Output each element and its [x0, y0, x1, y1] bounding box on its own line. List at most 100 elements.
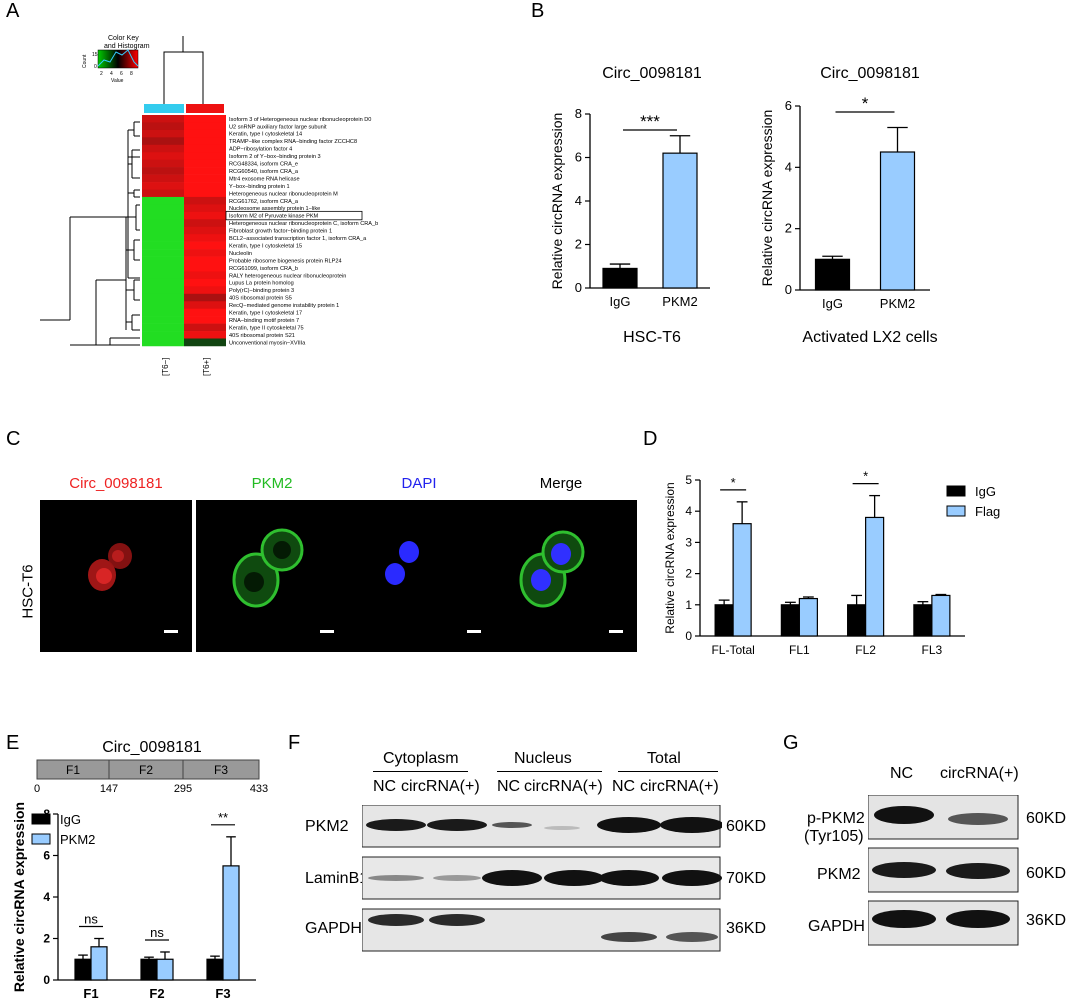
- heat-cell-minus-28: [142, 323, 184, 332]
- bar-fl-total-s1: [732, 523, 752, 637]
- heat-cell-plus-1: [184, 122, 226, 131]
- y-axis-label: Relative circRNA expression: [663, 482, 677, 633]
- bar-chart-hsc-t6: 0 2 4 6 8 Relative circRNA expression Circ_009…: [549, 65, 710, 346]
- panel-letter-b: B: [531, 0, 545, 22]
- y-tick-label: 0: [785, 282, 792, 297]
- column-dendrogram: [163, 51, 204, 104]
- circ-fragment-map: Circ_0098181 F1 F2 F3 0 147 295 433: [34, 739, 268, 794]
- blot-g-size-ppkm2: 60KD: [1026, 810, 1067, 827]
- blot-g-label-pkm2: PKM2: [817, 866, 861, 883]
- heat-row-label-4: ADP−ribosylation factor 4: [229, 147, 292, 153]
- heat-cell-minus-22: [142, 278, 184, 287]
- heatmap-row-labels: Isoform 3 of Heterogeneous nuclear ribon…: [229, 117, 378, 346]
- category-label: PKM2: [880, 296, 915, 311]
- heat-cell-plus-15: [184, 226, 226, 235]
- category-label: PKM2: [662, 294, 697, 309]
- heat-row-label-16: BCL2−associated transcription factor 1, …: [229, 236, 367, 242]
- y-tick-label: 0: [685, 629, 692, 643]
- y-tick-label: 2: [785, 221, 792, 236]
- heat-cell-minus-12: [142, 204, 184, 213]
- y-axis-label: Relative circRNA expression: [549, 113, 565, 290]
- legend-label: PKM2: [60, 832, 95, 847]
- color-key-subtitle: and Histogram: [104, 43, 150, 50]
- map-tick-295: 295: [174, 783, 192, 794]
- bar-fl2-s1: [865, 516, 885, 637]
- heat-row-label-5: Isoform 2 of Y−box−binding protein 3: [229, 154, 321, 160]
- column-color-t6-plus: [186, 104, 224, 113]
- heat-row-label-23: Poly(rC)−binding protein 3: [229, 288, 294, 294]
- heat-cell-minus-13: [142, 211, 184, 220]
- category-label: FL2: [855, 643, 876, 657]
- heat-cell-plus-18: [184, 249, 226, 257]
- heat-cell-plus-23: [184, 286, 226, 295]
- micrograph-merge: [485, 500, 637, 652]
- bar-f3-s0: [206, 958, 224, 981]
- lane-g-circ: circRNA(+): [940, 765, 1019, 782]
- y-tick-label: 0: [575, 280, 582, 295]
- map-tick-147: 147: [100, 783, 118, 794]
- heat-row-label-0: Isoform 3 of Heterogeneous nuclear ribon…: [229, 117, 371, 123]
- blot-membranes-g: [868, 795, 1019, 946]
- bar-chart-lx2: 0 2 4 6 Relative circRNA expression Circ_0098…: [759, 65, 938, 346]
- bar-pkm2: [879, 151, 916, 291]
- heat-cell-minus-16: [142, 234, 184, 242]
- y-tick-label: 1: [685, 598, 692, 612]
- significance-mark: ns: [84, 912, 98, 927]
- heat-cell-minus-21: [142, 271, 184, 280]
- heat-cell-plus-27: [184, 316, 226, 324]
- color-key-title: Color Key: [108, 35, 139, 42]
- heat-row-label-12: Nucleosome assembly protein 1−like: [229, 206, 320, 212]
- legend-label: IgG: [60, 812, 81, 827]
- heat-cell-plus-11: [184, 196, 226, 205]
- channel-label-circ: Circ_0098181: [69, 475, 163, 492]
- category-label: IgG: [822, 296, 843, 311]
- column-color-t6-minus: [144, 104, 184, 113]
- heat-cell-plus-20: [184, 264, 226, 272]
- blot-g-label-tyr105: (Tyr105): [804, 828, 864, 845]
- y-tick-label: 2: [43, 932, 50, 946]
- heat-cell-minus-1: [142, 122, 184, 131]
- heat-cell-minus-6: [142, 159, 184, 168]
- heat-row-label-19: Probable ribosome biogenesis protein RLP…: [229, 258, 342, 264]
- heatmap-panel: Color Key and Histogram Count 0 15 2 4 6…: [40, 35, 378, 376]
- bar-igg: [602, 267, 638, 289]
- blot-size-pkm2: 60KD: [726, 818, 767, 835]
- heat-cell-minus-10: [142, 189, 184, 198]
- micrograph-pkm2: [196, 500, 348, 652]
- color-key-ylabel: Count: [82, 54, 88, 68]
- group-label-total: Total: [647, 750, 681, 767]
- bar-f1-s0: [74, 958, 92, 981]
- heat-cell-plus-24: [184, 293, 226, 302]
- heat-cell-minus-0: [142, 115, 184, 123]
- y-tick-label: 4: [785, 159, 792, 174]
- heat-row-label-3: TRAMP−like complex RNA−binding factor ZC…: [229, 139, 357, 145]
- y-tick-label: 2: [685, 567, 692, 581]
- heat-cell-minus-24: [142, 293, 184, 302]
- y-tick-label: 4: [43, 890, 50, 904]
- blot-size-gapdh: 36KD: [726, 920, 767, 937]
- heat-cell-plus-26: [184, 308, 226, 317]
- row-label-hsc-t6: HSC-T6: [19, 564, 37, 619]
- micrograph-dapi: [343, 500, 495, 652]
- blot-row-label-gapdh: GAPDH: [305, 920, 362, 937]
- y-tick-label: 6: [43, 849, 50, 863]
- heat-cell-plus-17: [184, 241, 226, 250]
- heat-row-label-26: Keratin, type I cytoskeletal 17: [229, 311, 302, 317]
- heat-row-label-9: Y−box−binding protein 1: [229, 184, 290, 190]
- blot-g-label-gapdh: GAPDH: [808, 918, 865, 935]
- y-tick-label: 0: [43, 973, 50, 987]
- lane-nc-2: NC: [497, 778, 521, 795]
- y-tick-label: 5: [685, 473, 692, 487]
- heatmap-cells: [142, 115, 226, 347]
- heat-row-label-2: Keratin, type I cytoskeletal 14: [229, 132, 302, 138]
- channel-label-pkm2: PKM2: [251, 475, 293, 492]
- heat-cell-minus-27: [142, 316, 184, 324]
- bar-pkm2: [662, 152, 698, 289]
- heat-cell-plus-13: [184, 211, 226, 220]
- map-tick-0: 0: [34, 783, 40, 794]
- significance-mark: *: [863, 470, 868, 484]
- bar-fl1-s1: [798, 597, 818, 637]
- group-label-nucleus: Nucleus: [514, 750, 572, 767]
- heat-cell-minus-8: [142, 174, 184, 183]
- heat-cell-minus-11: [142, 196, 184, 205]
